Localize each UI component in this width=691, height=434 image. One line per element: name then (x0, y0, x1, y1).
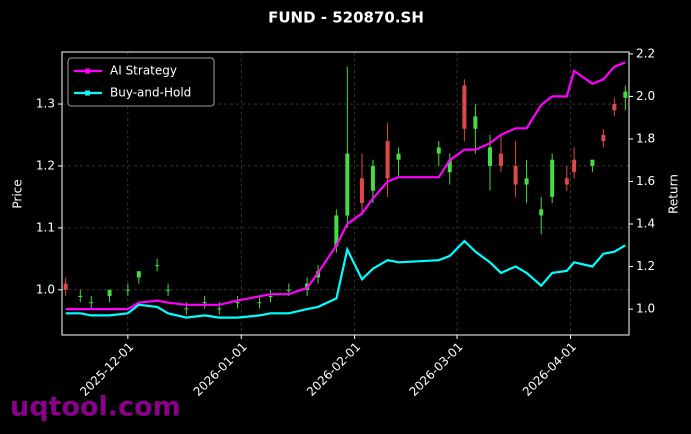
candle-body (184, 308, 189, 310)
candle-body (436, 147, 441, 154)
y-tick-label: 1.0 (36, 282, 55, 296)
candle-body (334, 215, 339, 247)
x-tick-label: 2026-04-01 (520, 340, 579, 399)
candle-body (268, 295, 273, 297)
chart-title: FUND - 520870.SH (268, 9, 424, 27)
candle-body (462, 85, 467, 129)
candle-body (286, 289, 291, 291)
candle-body (359, 178, 364, 204)
candle-body (524, 178, 529, 185)
y2-tick-label: 2.2 (636, 46, 655, 60)
candle-body (601, 134, 606, 142)
candle-body (136, 271, 141, 278)
candle-body (473, 116, 478, 129)
candle-body (623, 91, 628, 98)
candle-body (513, 165, 518, 185)
y-tick-label: 1.3 (36, 97, 55, 111)
y2-tick-label: 1.8 (636, 131, 655, 145)
y2-tick-label: 1.0 (636, 302, 655, 316)
y-axis-label: Price (11, 179, 25, 208)
series-line (65, 61, 626, 311)
y2-tick-label: 1.6 (636, 174, 655, 188)
candle-body (370, 165, 375, 191)
candle-body (396, 153, 401, 160)
candle-body (487, 147, 492, 166)
legend-label: Buy-and-Hold (110, 86, 191, 100)
candle-body (202, 302, 207, 304)
x-tick-label: 2025-12-01 (77, 340, 136, 399)
y2-tick-label: 1.4 (636, 217, 655, 231)
candle-body (107, 289, 112, 296)
candle-body (572, 159, 577, 173)
watermark: uqtool.com (10, 392, 181, 423)
candle-body (89, 302, 94, 304)
y2-tick-label: 2.0 (636, 89, 655, 103)
x-tick-label: 2026-01-01 (191, 340, 250, 399)
series-line (65, 239, 626, 319)
y2-tick-label: 1.2 (636, 259, 655, 273)
x-tick-label: 2026-03-01 (406, 340, 465, 399)
legend-label: AI Strategy (110, 64, 177, 78)
candle-body (345, 153, 350, 216)
candle-body (564, 178, 569, 185)
candle-body (217, 308, 222, 310)
candle-body (63, 283, 68, 290)
candle-body (539, 209, 544, 216)
candle-body (590, 159, 595, 166)
candle-body (166, 289, 171, 291)
candle-body (257, 302, 262, 304)
candle-body (235, 302, 240, 304)
candle-body (125, 289, 130, 291)
candle-body (78, 295, 83, 297)
candle-body (550, 159, 555, 197)
candle-body (612, 104, 617, 111)
legend-box (67, 57, 215, 107)
y-tick-label: 1.1 (36, 220, 55, 234)
x-tick-label: 2026-02-01 (304, 340, 363, 399)
candle-body (498, 153, 503, 166)
plot-frame (61, 51, 630, 336)
legend-marker (85, 68, 90, 74)
y2-axis-label: Return (667, 174, 681, 214)
candle-body (385, 141, 390, 179)
candle-body (155, 265, 160, 267)
candle-body (447, 159, 452, 173)
legend-marker (85, 90, 90, 96)
y-tick-label: 1.2 (36, 158, 55, 172)
